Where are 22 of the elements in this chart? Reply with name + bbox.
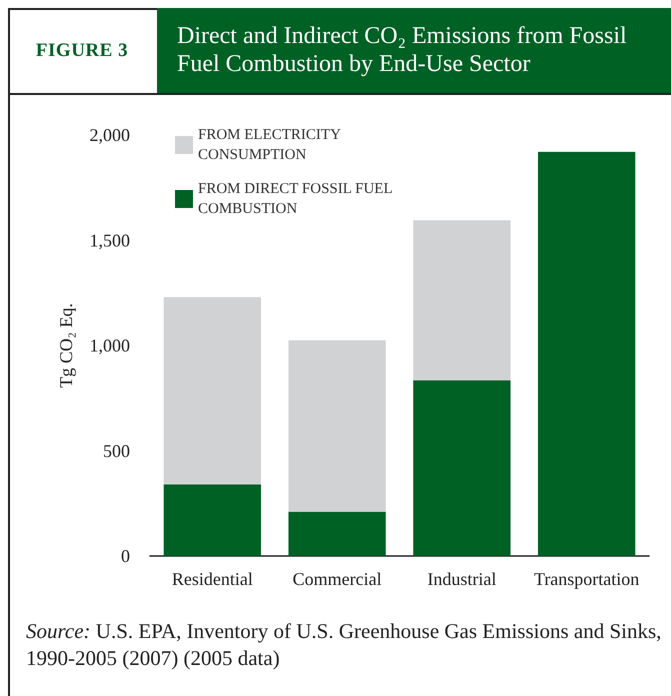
x-tick-label: Commercial: [292, 569, 382, 589]
bar: [288, 512, 386, 556]
bar: [538, 152, 636, 556]
y-axis-title: Tg CO₂ Eq.: [56, 303, 76, 388]
bar: [413, 380, 511, 556]
y-tick-label: 1,000: [90, 336, 130, 356]
bar: [164, 484, 262, 556]
legend-label: FROM DIRECT FOSSIL FUEL COMBUSTION: [198, 181, 396, 217]
y-tick-label: 2,000: [90, 125, 130, 145]
x-tick-label: Industrial: [427, 569, 496, 589]
bar: [413, 220, 511, 380]
x-tick-label: Transportation: [534, 569, 640, 589]
chart-title: Direct and Indirect CO₂ Emissions from Fossil Fuel Combustion by End-Use Sector: [157, 8, 671, 93]
y-tick-label: 1,500: [90, 230, 130, 250]
x-tick-label: Residential: [172, 569, 253, 589]
legend-label: FROM ELECTRICITY CONSUMPTION: [198, 127, 344, 163]
bar: [164, 297, 262, 484]
y-tick-label: 0: [121, 546, 130, 566]
bar: [288, 340, 386, 512]
chart-subtitle: FIGURE 3: [34, 38, 130, 62]
y-tick-label: 500: [103, 440, 130, 461]
source-note: Source: U.S. EPA, Inventory of U.S. Greenhouse Gas Emissions and Sinks, 1990-2005 (2007) (2005 data): [26, 618, 662, 672]
